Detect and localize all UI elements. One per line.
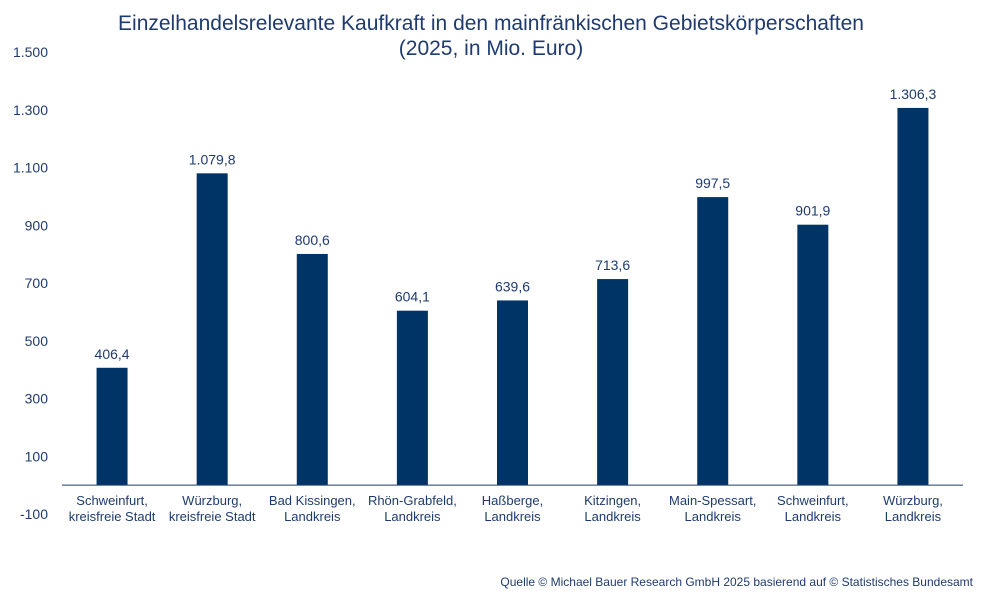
category-label: Main-Spessart, <box>669 493 756 508</box>
category-label: Landkreis <box>885 509 942 524</box>
category-label: Schweinfurt, <box>76 493 148 508</box>
y-axis-ticks: -100 100 300 500 700 900 1.100 1.300 1.500 <box>13 44 48 522</box>
bar-value-label: 604,1 <box>395 289 430 305</box>
y-tick-label: 100 <box>25 448 49 464</box>
y-tick-label: 700 <box>25 275 49 291</box>
bar <box>396 310 428 486</box>
category-label: Bad Kissingen, <box>269 493 356 508</box>
bar <box>897 107 929 486</box>
bar <box>497 300 528 486</box>
bar-value-label: 406,4 <box>95 346 130 362</box>
y-tick-label: 1.100 <box>13 160 48 176</box>
category-label: Landkreis <box>584 509 641 524</box>
data-labels: 406,4 1.079,8 800,6 604,1 639,6 713,6 997,5 901… <box>95 86 937 362</box>
bar <box>797 224 829 486</box>
y-tick-label: 900 <box>25 217 49 233</box>
chart-title-line1: Einzelhandelsrelevante Kaufkraft in den … <box>118 12 864 35</box>
category-label: Landkreis <box>685 509 742 524</box>
bar <box>597 279 629 486</box>
bar-value-label: 639,6 <box>495 278 530 294</box>
bar-value-label: 713,6 <box>595 257 630 273</box>
category-label: Schweinfurt, <box>777 493 849 508</box>
category-label: Landkreis <box>384 509 441 524</box>
y-tick-label: 300 <box>25 391 49 407</box>
category-label: Würzburg, <box>883 493 943 508</box>
source-note: Quelle © Michael Bauer Research GmbH 202… <box>500 575 973 589</box>
bar-value-label: 997,5 <box>695 175 730 191</box>
category-label: Würzburg, <box>182 493 242 508</box>
bar-value-label: 1.306,3 <box>890 86 937 102</box>
category-label: Landkreis <box>484 509 541 524</box>
bar <box>196 173 228 486</box>
category-label: Kitzingen, <box>584 493 641 508</box>
bar-value-label: 800,6 <box>295 232 330 248</box>
category-label: kreisfreie Stadt <box>69 509 156 524</box>
bar <box>697 197 729 486</box>
y-tick-label: -100 <box>20 506 48 522</box>
category-label: Landkreis <box>785 509 842 524</box>
y-tick-label: 1.300 <box>13 102 48 118</box>
bar <box>296 253 328 486</box>
category-label: Rhön-Grabfeld, <box>368 493 457 508</box>
bar-value-label: 1.079,8 <box>189 151 236 167</box>
category-label: kreisfreie Stadt <box>169 509 256 524</box>
y-tick-label: 1.500 <box>13 44 48 60</box>
category-labels: Schweinfurt,kreisfreie StadtWürzburg,kre… <box>69 493 943 524</box>
y-tick-label: 500 <box>25 333 49 349</box>
bar-value-label: 901,9 <box>795 203 830 219</box>
chart-title-line2: (2025, in Mio. Euro) <box>399 37 583 60</box>
category-label: Haßberge, <box>482 493 543 508</box>
category-label: Landkreis <box>284 509 341 524</box>
bar <box>96 367 128 486</box>
bars <box>96 107 929 486</box>
